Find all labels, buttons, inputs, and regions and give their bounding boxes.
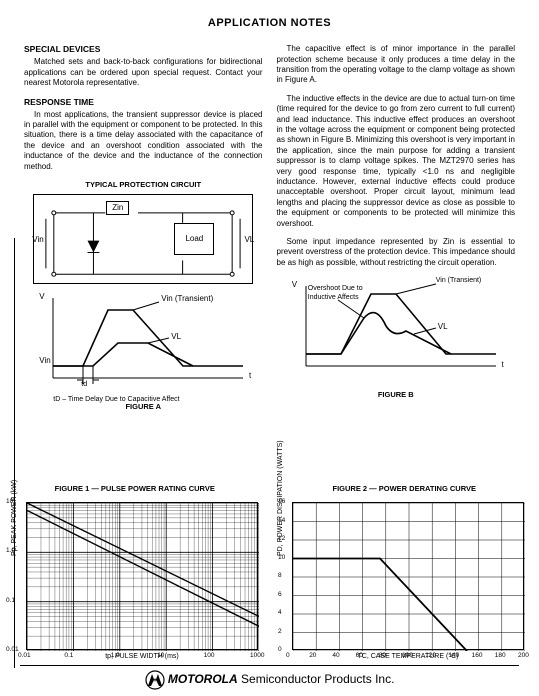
right-p3: Some input impedance represented by Zin … — [277, 237, 516, 268]
content-columns: SPECIAL DEVICES Matched sets and back-to… — [24, 44, 515, 415]
vl-label: VL — [244, 235, 254, 245]
circuit-svg — [34, 195, 252, 284]
figure-1-title: FIGURE 1 — PULSE POWER RATING CURVE — [15, 484, 255, 494]
response-time-body: In most applications, the transient supp… — [24, 110, 263, 172]
right-column: The capacitive effect is of minor import… — [277, 44, 516, 415]
vin-wave-a: Vin — [39, 356, 50, 366]
td-a: td — [81, 380, 87, 389]
figure-1: Pp, PEAK POWER (kW) tp, PULSE WIDTH (ms)… — [26, 502, 258, 661]
vin-label: Vin — [32, 235, 43, 245]
footer-rest: Semiconductor Products Inc. — [238, 672, 395, 686]
figure-a: TYPICAL PROTECTION CIRCUIT Zin Load — [24, 180, 263, 412]
vl-wave-b: VL — [438, 322, 448, 332]
overshoot-label: Overshoot Due to Inductive Affects — [308, 284, 370, 302]
response-time-heading: RESPONSE TIME — [24, 97, 263, 108]
waveform-b: V t Overshoot Due to Inductive Affects V… — [286, 276, 506, 386]
circuit-title: TYPICAL PROTECTION CIRCUIT — [24, 180, 263, 190]
special-devices-body: Matched sets and back-to-back configurat… — [24, 57, 263, 88]
fig1-xlabel: tp, PULSE WIDTH (ms) — [26, 652, 258, 661]
fig1-ylabel: Pp, PEAK POWER (kW) — [10, 479, 19, 555]
vin-trans-a: Vin (Transient) — [161, 294, 213, 304]
footer-rule — [20, 665, 519, 666]
figure-2-title: FIGURE 2 — POWER DERATING CURVE — [284, 484, 524, 494]
t-axis-b: t — [502, 360, 504, 370]
page-title: APPLICATION NOTES — [24, 16, 515, 30]
footer-brand: MOTOROLA — [168, 672, 238, 686]
figure-2: PD, POWER DISSIPATION (WATTS) TC, CASE T… — [292, 502, 524, 661]
left-column: SPECIAL DEVICES Matched sets and back-to… — [24, 44, 263, 415]
right-p2: The inductive effects in the device are … — [277, 94, 516, 229]
special-devices-heading: SPECIAL DEVICES — [24, 44, 263, 55]
protection-circuit: Zin Load — [33, 194, 253, 284]
right-p1: The capacitive effect is of minor import… — [277, 44, 516, 86]
t-axis-a: t — [249, 371, 251, 381]
v-axis-b: V — [292, 280, 297, 290]
footer: MOTOROLA Semiconductor Products Inc. — [0, 670, 539, 690]
figure-titles-row: FIGURE 1 — PULSE POWER RATING CURVE FIGU… — [0, 480, 539, 498]
waveform-a: V t Vin Vin (Transient) VL td tD – Time … — [33, 288, 253, 398]
figure-b-caption: FIGURE B — [277, 390, 516, 400]
v-axis-a: V — [39, 292, 44, 302]
vl-wave-a: VL — [171, 332, 181, 342]
motorola-logo-icon — [145, 670, 165, 690]
vin-trans-b: Vin (Transient) — [436, 276, 482, 285]
